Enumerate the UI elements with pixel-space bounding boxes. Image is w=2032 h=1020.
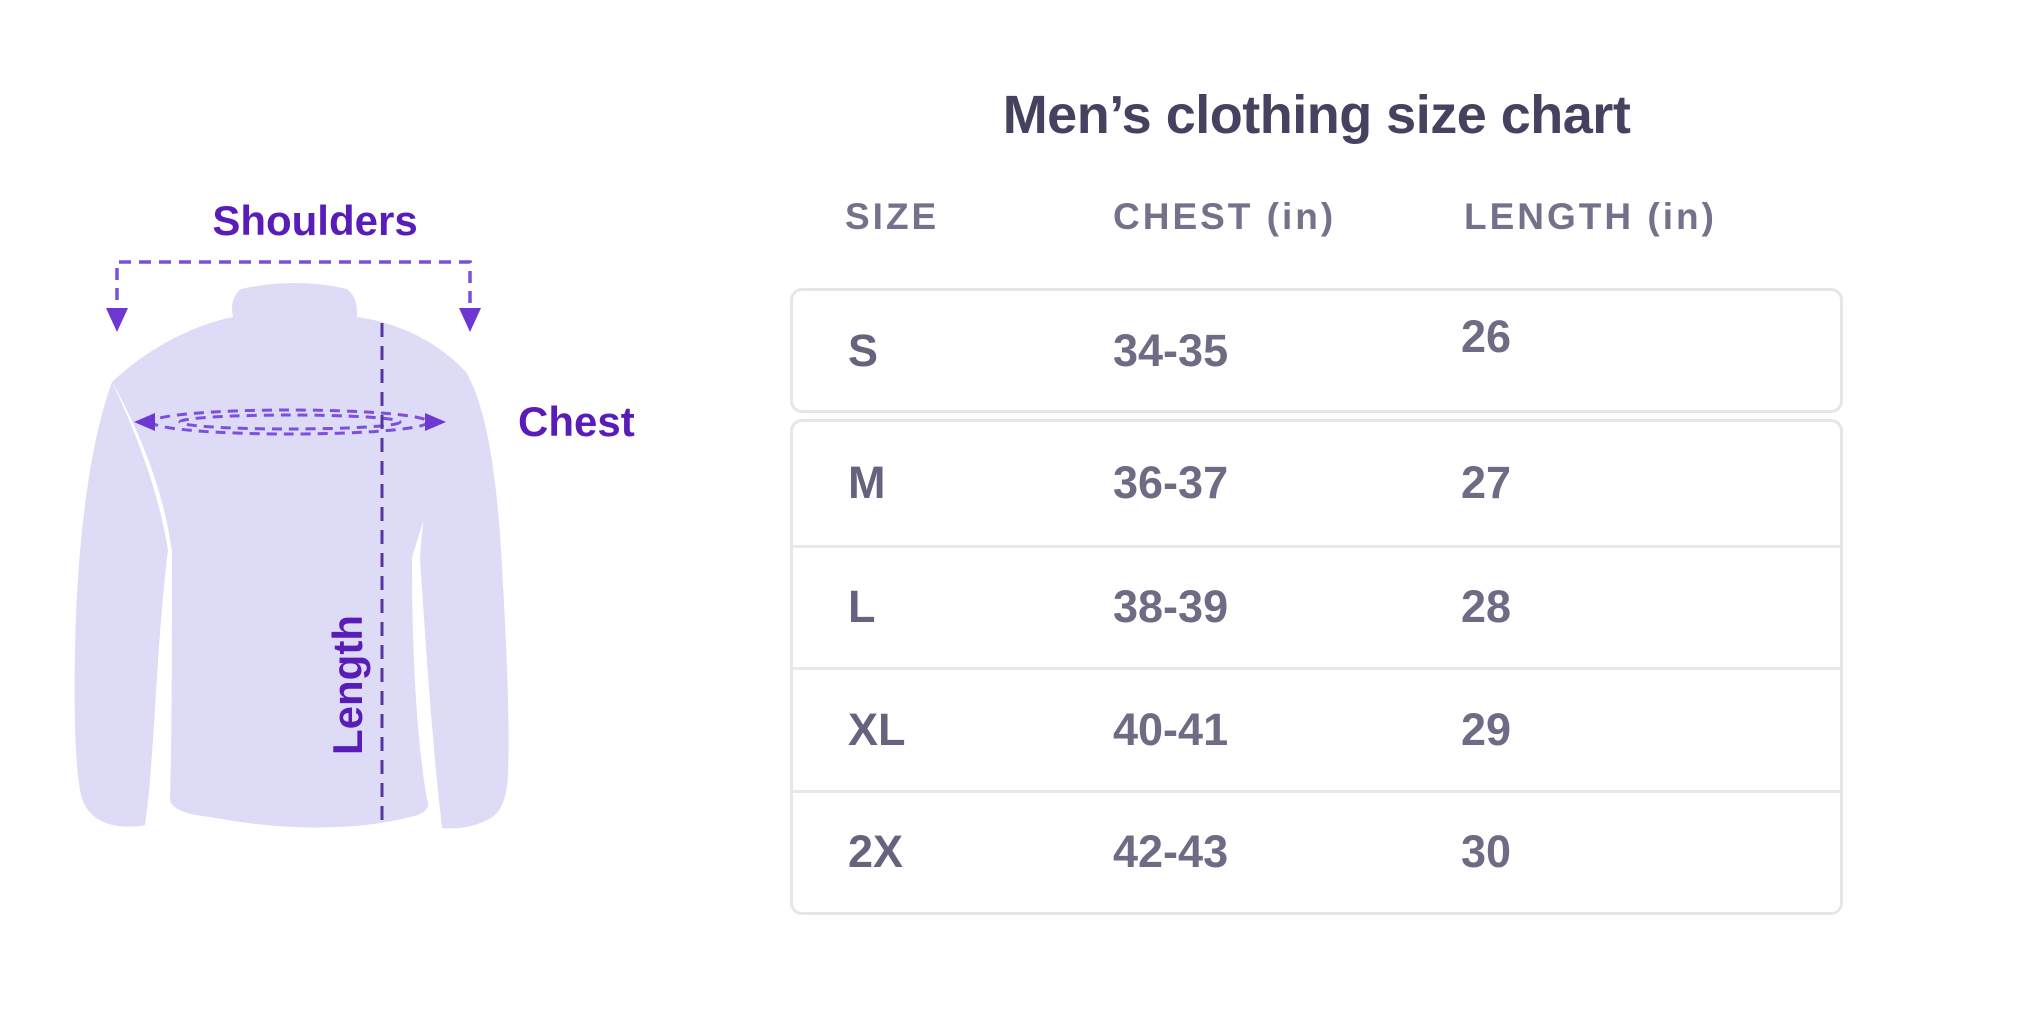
table-row: S 34-35 26 [793,291,1840,410]
chest-measure-ellipse-inner [178,413,402,431]
table-section-bottom: M 36-37 27 L 38-39 28 XL 40-41 29 2X 42-… [790,419,1843,915]
table-row: XL 40-41 29 [793,667,1840,790]
table-row: M 36-37 27 [793,422,1840,545]
chest-label: Chest [518,398,635,445]
chest-value: 36-37 [1113,457,1229,509]
length-value: 26 [1461,310,1512,362]
shirt-right-sleeve [420,372,509,829]
table-section-top: S 34-35 26 [790,288,1843,413]
shoulder-arrow-right-icon [459,308,481,332]
shoulder-arrow-left-icon [106,308,128,332]
size-value: XL [848,703,906,755]
length-value: 29 [1461,703,1512,755]
chest-value: 42-43 [1113,826,1229,878]
length-value: 28 [1461,581,1512,633]
length-label: Length [324,615,371,755]
shoulders-label: Shoulders [212,197,418,244]
shoulders-measure-bracket [115,260,472,320]
table-row: 2X 42-43 30 [793,789,1840,913]
chest-value: 38-39 [1113,581,1229,633]
chest-arrow-left-icon [134,413,155,431]
column-header-chest: CHEST (in) [1113,196,1337,237]
shirt-left-sleeve [74,382,168,827]
chest-arrow-right-icon [425,413,446,431]
column-header-length: LENGTH (in) [1464,196,1717,237]
length-value: 27 [1461,457,1512,509]
size-value: S [848,324,879,376]
page-title: Men’s clothing size chart [1002,85,1631,145]
table-row: L 38-39 28 [793,544,1840,668]
column-header-size: SIZE [845,196,940,237]
table-header-row: SIZE CHEST (in) LENGTH (in) [790,196,1843,240]
size-value: L [848,581,876,633]
chest-value: 40-41 [1113,703,1229,755]
length-value: 30 [1461,826,1512,878]
chest-value: 34-35 [1113,324,1229,376]
shirt-illustration [74,260,509,829]
size-value: M [848,457,886,509]
size-value: 2X [848,826,904,878]
